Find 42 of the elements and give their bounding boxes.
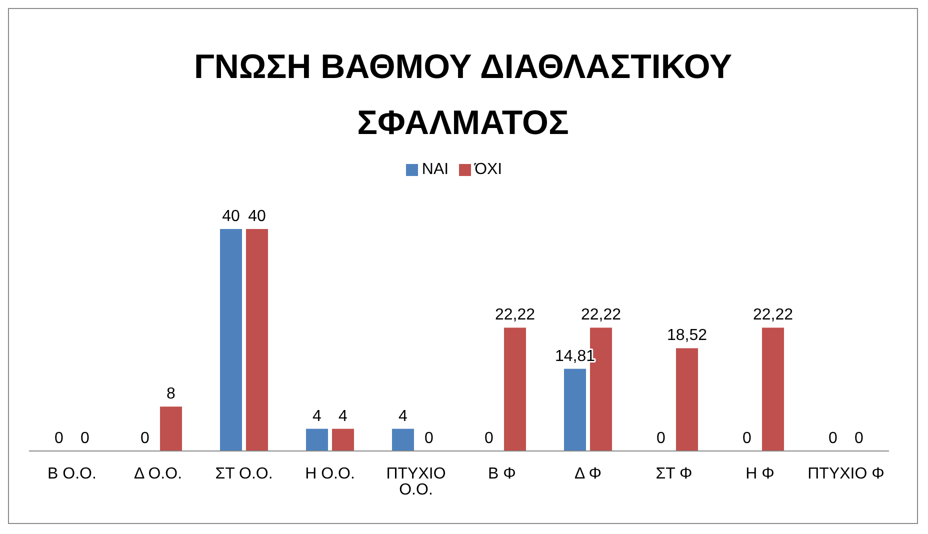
bar [160, 406, 182, 451]
bar [220, 229, 242, 451]
bar [762, 328, 784, 451]
data-label: 22,22 [752, 306, 794, 324]
bar [504, 328, 526, 451]
bar [246, 229, 268, 451]
chart-title: ΓΝΩΣΗ ΒΑΘΜΟΥ ΔΙΑΘΛΑΣΤΙΚΟΥ ΣΦΑΛΜΑΤΟΣ [192, 47, 734, 144]
data-label: 40 [248, 208, 266, 225]
bar [306, 428, 328, 451]
x-tick-label: Δ Ο.Ο. [134, 465, 182, 482]
x-tick-label: Η Ο.Ο. [305, 465, 355, 482]
data-label: 4 [398, 408, 408, 425]
bar [332, 428, 354, 451]
data-label: 0 [54, 430, 64, 447]
data-label: 0 [424, 430, 434, 447]
x-tick-label: Β Φ [488, 465, 516, 482]
data-label: 0 [656, 430, 666, 447]
data-label: 0 [742, 430, 752, 447]
x-tick-label: Β Ο.Ο. [48, 465, 96, 482]
data-label: 0 [854, 430, 864, 447]
legend-label: ΝΑΙ [422, 161, 449, 178]
x-tick-label: ΣΤ Φ [656, 465, 692, 482]
data-label: 0 [140, 430, 150, 447]
data-label: 4 [338, 408, 348, 425]
bar [564, 368, 586, 451]
data-label: 22,22 [580, 306, 622, 324]
data-label: 0 [484, 430, 494, 447]
bar [676, 348, 698, 451]
data-label: 4 [312, 408, 322, 425]
data-label: 0 [80, 430, 90, 447]
x-tick-label: Η Φ [746, 465, 774, 482]
x-tick-label: ΠΤΥΧΙΟ Φ [808, 465, 884, 482]
legend-label: ΌΧΙ [474, 161, 502, 178]
x-tick-label: ΣΤ Ο.Ο. [215, 465, 273, 482]
data-label: 40 [222, 208, 240, 225]
x-tick-label: ΠΤΥΧΙΟ Ο.Ο. [386, 465, 446, 498]
x-tick-label: Δ Φ [574, 465, 602, 482]
data-label: 0 [828, 430, 838, 447]
data-label: 18,52 [666, 327, 708, 344]
bar [392, 428, 414, 451]
data-label: 8 [166, 386, 176, 403]
data-label: 22,22 [494, 306, 536, 324]
